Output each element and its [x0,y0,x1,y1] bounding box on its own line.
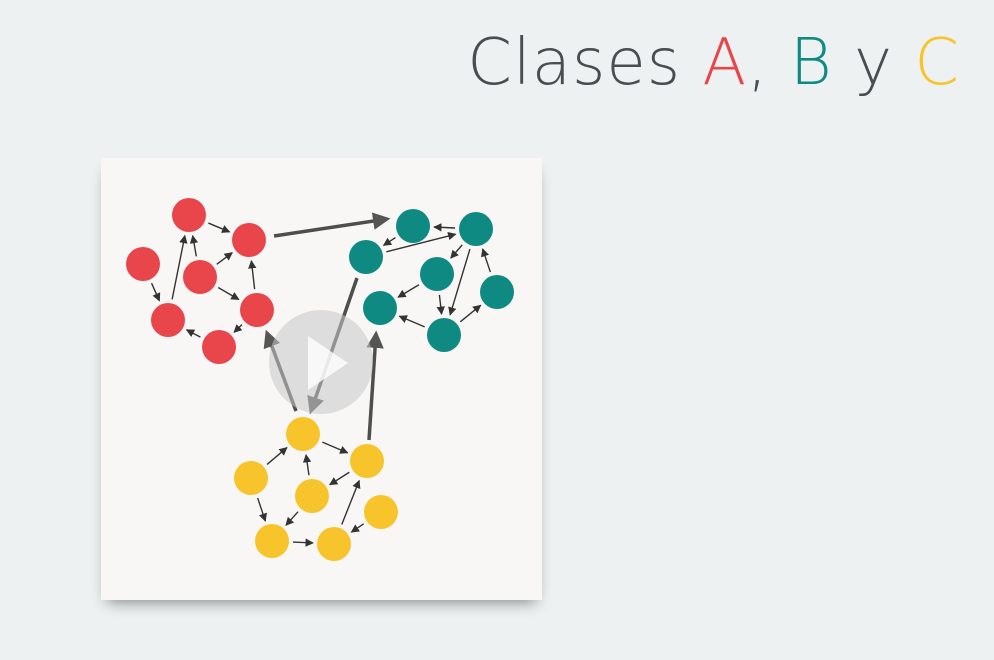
edge-b [434,227,455,228]
network-diagram [101,158,542,600]
edge-b [398,285,419,297]
node-class-c [364,495,398,529]
edge-b [483,249,491,272]
node-class-c [350,444,384,478]
node-class-b [420,257,454,291]
node-class-b [459,212,493,246]
node-class-a [232,223,266,257]
edge-a [187,330,201,337]
edge-a [193,236,197,257]
node-class-a [240,293,274,327]
node-class-b [349,240,383,274]
edge-b [384,238,396,246]
edge-a [172,236,185,300]
edge-c [330,472,350,484]
node-class-b [396,209,430,243]
edge-b [399,316,424,327]
node-class-b [427,318,461,352]
edge-a [251,261,254,289]
edge-c [258,498,266,521]
title-sep-1: , [747,26,790,100]
edge-a [208,223,229,232]
edge-a [152,283,160,301]
edge-c [306,455,309,475]
node-class-a [183,260,217,294]
edge-c [267,448,287,465]
node-class-c [295,479,329,513]
edge-a [217,253,232,265]
edge-b [450,249,470,315]
video-card[interactable] [101,158,542,600]
inter-class-arrow [274,219,387,236]
edge-b [451,245,462,258]
node-class-b [480,275,514,309]
node-class-a [172,198,206,232]
edge-a [218,288,239,300]
edge-a [234,325,242,333]
node-class-b [363,291,397,325]
title-sep-2: y [833,26,915,100]
page-title: Clases A, B y C [467,28,960,98]
title-class-b: B [790,26,833,100]
edge-c [293,542,313,543]
play-button[interactable] [269,310,373,414]
edge-b [439,295,441,314]
edge-b [460,305,480,322]
node-class-a [202,330,236,364]
title-prefix: Clases [467,26,702,100]
edge-c [322,442,347,453]
edge-c [286,512,298,526]
node-class-c [286,417,320,451]
title-class-a: A [702,26,747,100]
node-class-a [151,303,185,337]
edge-c [342,481,359,525]
node-class-a [126,247,160,281]
node-class-c [317,527,351,561]
edge-c [351,524,363,532]
node-class-c [234,461,268,495]
title-class-c: C [914,26,960,100]
node-class-c [255,524,289,558]
